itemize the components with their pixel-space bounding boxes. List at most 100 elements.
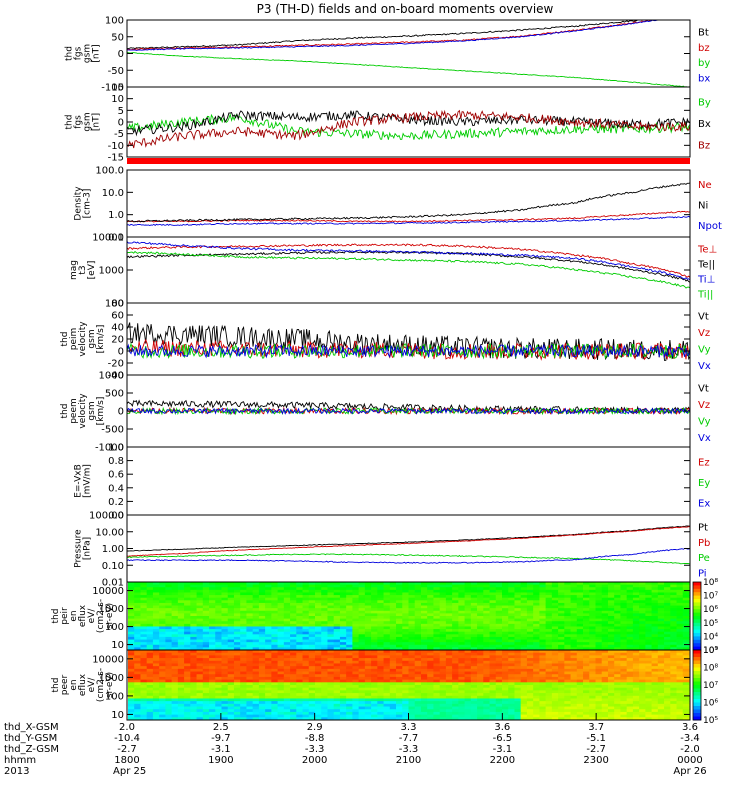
heatmap-cell: [402, 690, 409, 694]
heatmap-cell: [371, 602, 378, 606]
heatmap-cell: [433, 592, 441, 596]
heatmap-cell: [364, 639, 372, 643]
series-line-By: [126, 112, 691, 140]
heatmap-cell: [258, 636, 266, 640]
heatmap-cell: [558, 629, 565, 633]
heatmap-cell: [626, 652, 634, 656]
heatmap-cell: [607, 674, 615, 678]
heatmap-cell: [302, 706, 310, 710]
heatmap-cell: [614, 666, 621, 670]
heatmap-cell: [670, 613, 677, 617]
heatmap-cell: [377, 685, 384, 689]
heatmap-cell: [433, 589, 441, 593]
heatmap-cell: [502, 679, 509, 683]
heatmap-cell: [477, 595, 484, 599]
heatmap-cell: [558, 687, 565, 691]
heatmap-cell: [290, 698, 297, 702]
heatmap-cell: [570, 639, 578, 643]
heatmap-cell: [165, 709, 173, 713]
heatmap-cell: [333, 663, 341, 667]
heatmap-cell: [470, 676, 478, 681]
heatmap-cell: [470, 642, 478, 646]
heatmap-cell: [427, 631, 434, 635]
heatmap-cell: [159, 629, 166, 633]
heatmap-cell: [508, 642, 515, 646]
legend-Pb: Pb: [698, 538, 710, 549]
heatmap-cell: [290, 714, 297, 718]
y-tick-label: 1000: [99, 604, 124, 615]
heatmap-cell: [445, 600, 453, 604]
heatmap-cell: [396, 701, 403, 705]
heatmap-cell: [558, 658, 565, 662]
heatmap-cell: [215, 613, 222, 617]
legend-Pt: Pt: [698, 523, 708, 534]
heatmap-cell: [283, 663, 291, 667]
heatmap-cell: [171, 687, 179, 691]
heatmap-cell: [128, 647, 135, 651]
heatmap-cell: [358, 703, 366, 707]
heatmap-cell: [258, 660, 266, 664]
heatmap-cell: [539, 592, 547, 596]
heatmap-cell: [651, 634, 659, 638]
heatmap-cell: [526, 631, 534, 635]
heatmap-cell: [639, 687, 646, 691]
heatmap-cell: [427, 679, 434, 683]
heatmap-cell: [308, 602, 316, 606]
heatmap-cell: [346, 608, 353, 612]
heatmap-cell: [358, 616, 366, 620]
heatmap-cell: [377, 621, 384, 625]
heatmap-cell: [408, 629, 416, 633]
heatmap-cell: [607, 631, 615, 635]
heatmap-cell: [277, 595, 285, 599]
heatmap-cell: [464, 616, 472, 620]
heatmap-cell: [408, 687, 416, 691]
heatmap-cell: [607, 676, 615, 681]
heatmap-cell: [296, 589, 303, 593]
colorbar-step: [693, 695, 701, 700]
heatmap-cell: [346, 698, 353, 702]
heatmap-cell: [221, 717, 229, 721]
heatmap-cell: [190, 621, 197, 625]
heatmap-cell: [533, 634, 540, 638]
heatmap-cell: [545, 621, 553, 625]
series-line-Vx: [126, 343, 691, 359]
heatmap-cell: [533, 695, 540, 699]
heatmap-cell: [321, 642, 328, 646]
colorbar-step: [693, 619, 701, 624]
heatmap-cell: [346, 668, 353, 672]
heatmap-cell: [639, 626, 646, 630]
heatmap-cell: [664, 610, 671, 614]
heatmap-cell: [171, 636, 179, 640]
heatmap-cell: [290, 592, 297, 596]
heatmap-cell: [682, 582, 690, 586]
heatmap-cell: [439, 660, 447, 664]
heatmap-cell: [327, 682, 335, 686]
heatmap-cell: [184, 629, 191, 633]
heatmap-cell: [470, 711, 478, 716]
heatmap-cell: [464, 610, 472, 614]
heatmap-cell: [302, 676, 310, 681]
heatmap-cell: [639, 647, 646, 651]
heatmap-cell: [682, 693, 690, 697]
heatmap-cell: [533, 629, 540, 633]
heatmap-cell: [134, 660, 141, 664]
heatmap-cell: [196, 674, 204, 678]
heatmap-cell: [177, 647, 185, 651]
heatmap-cell: [477, 685, 484, 689]
heatmap-cell: [502, 626, 509, 630]
heatmap-cell: [265, 621, 272, 625]
heatmap-cell: [290, 693, 297, 697]
heatmap-cell: [601, 584, 609, 588]
heatmap-cell: [539, 623, 547, 627]
heatmap-cell: [539, 676, 547, 681]
heatmap-cell: [664, 631, 671, 635]
heatmap-cell: [383, 634, 391, 638]
heatmap-cell: [651, 655, 659, 659]
heatmap-cell: [383, 595, 391, 599]
heatmap-cell: [676, 623, 684, 627]
heatmap-cell: [159, 600, 166, 604]
heatmap-cell: [352, 701, 360, 705]
heatmap-cell: [290, 626, 297, 630]
heatmap-cell: [414, 671, 422, 675]
